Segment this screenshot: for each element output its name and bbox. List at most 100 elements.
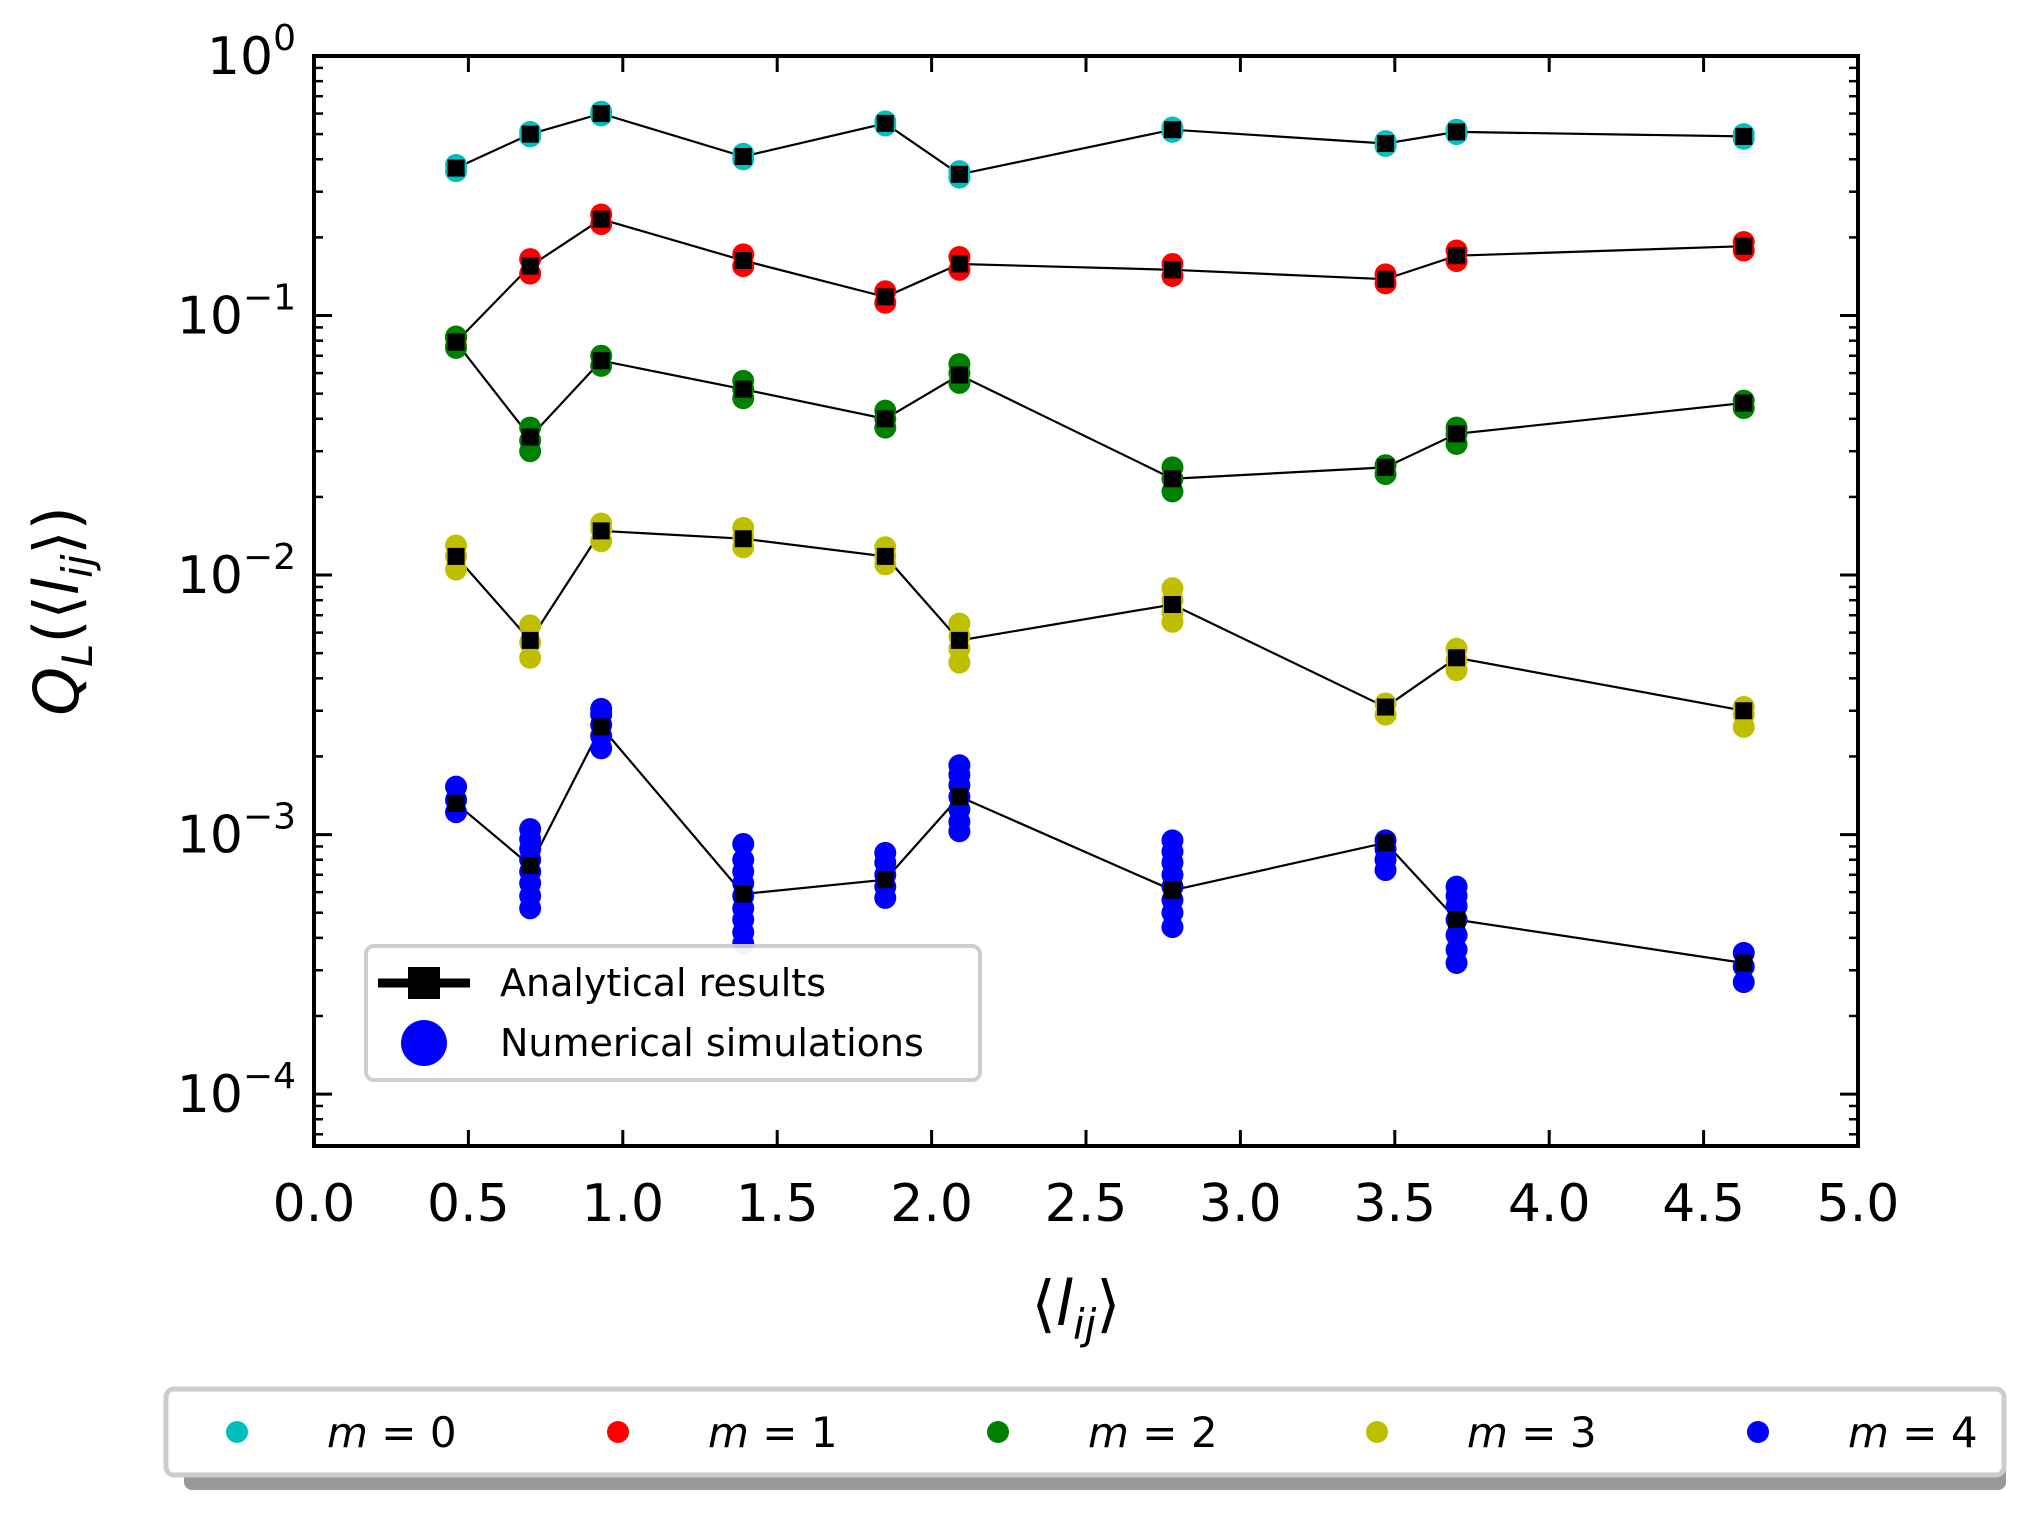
legend-m-value: 3 [1570,1408,1597,1457]
y-axis-label: QL(⟨lij⟩) [20,506,102,716]
y-tick-exponent: 0 [273,18,296,59]
analytical-line-series-1 [455,218,1744,343]
legend-m-eq: = [1129,1408,1191,1457]
simulation-point [948,754,971,777]
simulation-point [948,612,971,635]
x-tick-label: 0.5 [427,1174,510,1234]
legend-m-var: m [1467,1408,1508,1457]
simulation-point [1445,875,1468,898]
analytical-marker [1735,702,1753,720]
x-tick-label: 3.5 [1353,1174,1436,1234]
analytical-marker [592,352,610,370]
x-tick-label: 2.5 [1045,1174,1128,1234]
legend-m-eq: = [1889,1408,1951,1457]
legend-m-value: 0 [430,1408,457,1457]
x-tick-label: 5.0 [1817,1174,1900,1234]
y-tick-label: 10−2 [177,537,296,606]
simulation-point [590,697,613,720]
y-tick-label: 10−1 [177,278,296,347]
analytical-marker [1735,127,1753,145]
analytical-marker [521,857,539,875]
analytical-marker [592,210,610,228]
analytical-marker [1735,954,1753,972]
legend-m-value: 4 [1951,1408,1978,1457]
x-label-var: l [1056,1267,1073,1340]
legend-m-var: m [1848,1408,1889,1457]
x-tick-label: 1.0 [581,1174,664,1234]
analytical-marker [876,114,894,132]
x-tick-label: 4.0 [1508,1174,1591,1234]
x-label-sub: ij [1073,1300,1097,1349]
legend-m-value: 1 [811,1408,838,1457]
y-tick-base: 10 [177,806,243,866]
analytical-marker [1448,425,1466,443]
y-label-close: ⟩) [20,506,93,554]
analytical-marker [521,428,539,446]
legend-numerical-label: Numerical simulations [500,1021,924,1065]
analytical-marker [734,530,752,548]
legend-m-marker [1366,1421,1388,1443]
analytical-marker [734,885,752,903]
analytical-marker [734,251,752,269]
simulation-point [732,848,755,871]
analytical-line-series-3 [455,529,1744,712]
y-tick-label: 10−3 [177,797,296,866]
y-tick-base: 10 [177,546,243,606]
analytical-marker [1377,270,1395,288]
legend-m-var: m [327,1408,368,1457]
analytical-marker [1163,596,1181,614]
x-axis-label: ⟨lij⟩ [1032,1267,1121,1349]
y-label-main: Q [20,667,93,716]
y-tick-base: 10 [177,287,243,347]
analytical-marker [1377,698,1395,716]
analytical-marker [1377,135,1395,153]
analytical-lines [455,112,1744,965]
simulation-point [519,646,542,669]
legend-m-value: 2 [1191,1408,1218,1457]
y-tick-label: 10−4 [177,1056,296,1125]
analytical-markers [447,105,1753,972]
analytical-marker [447,159,465,177]
y-tick-exponent: −3 [243,797,296,838]
x-label-close: ⟩ [1096,1267,1120,1340]
y-label-open: (⟨ [20,595,93,643]
legend-m-label: m = 3 [1467,1408,1597,1457]
analytical-marker [592,522,610,540]
legend-analytical-label: Analytical results [500,961,826,1005]
legend-m-box [163,1386,2007,1478]
analytical-marker [950,165,968,183]
y-tick-exponent: −4 [243,1056,296,1097]
analytical-marker [1448,247,1466,265]
legend-m-var: m [1088,1408,1129,1457]
analytical-marker [521,125,539,143]
simulation-point [445,775,468,798]
y-tick-base: 10 [207,27,273,87]
analytical-marker [950,366,968,384]
legend-m-eq: = [749,1408,811,1457]
x-label-open: ⟨ [1032,1267,1056,1340]
analytical-marker [876,871,894,889]
analytical-marker [950,255,968,273]
analytical-marker [447,794,465,812]
analytical-marker [734,147,752,165]
y-label-sub: L [53,644,102,667]
analytical-marker [734,380,752,398]
simulation-point [1161,577,1184,600]
analytical-marker [521,257,539,275]
analytical-marker [1163,470,1181,488]
analytical-marker [1448,123,1466,141]
legend-m-label: m = 2 [1088,1408,1218,1457]
analytical-marker [1377,458,1395,476]
axes: 0.0 0.5 1.0 1.5 2.0 2.5 3.0 3.5 4.0 4.5 5.010010−1… [20,18,1899,1349]
simulation-point [1161,829,1184,852]
analytical-marker [1377,834,1395,852]
analytical-marker [876,410,894,428]
analytical-marker [592,718,610,736]
x-tick-label: 0.0 [273,1174,356,1234]
x-tick-label: 1.5 [736,1174,819,1234]
y-label-var: l [20,578,93,595]
legend-m-label: m = 1 [708,1408,838,1457]
simulation-point [519,818,542,841]
